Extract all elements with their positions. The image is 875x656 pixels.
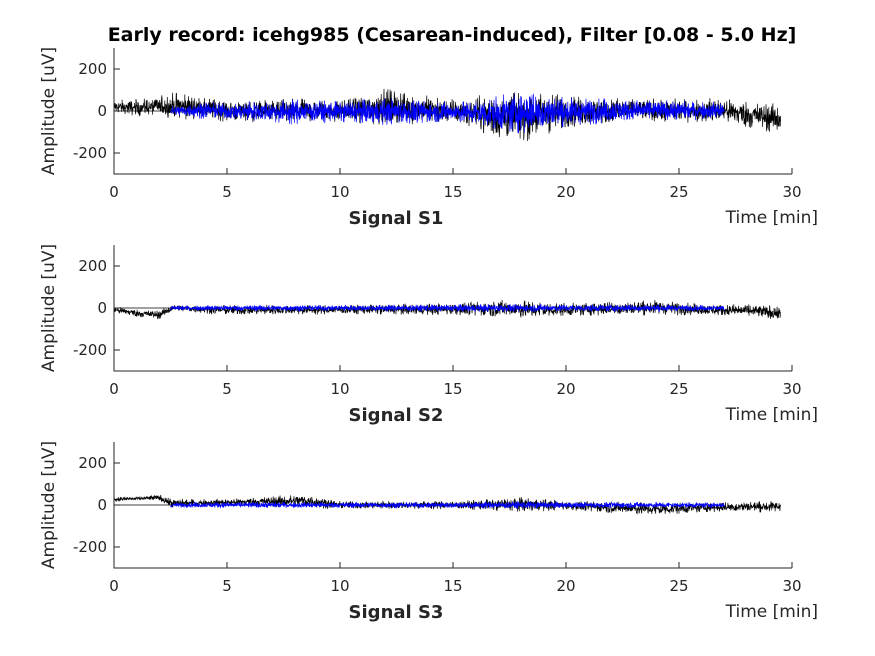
x-tick-label: 5 [222, 577, 232, 595]
chart-title: Early record: icehg985 (Cesarean-induced… [108, 24, 797, 46]
y-tick-label: 200 [78, 454, 107, 472]
series-raw-line [113, 299, 781, 320]
x-tick-label: 25 [669, 183, 688, 201]
x-tick-label: 20 [556, 577, 575, 595]
x-tick-label: 0 [109, 380, 119, 398]
y-tick-label: -200 [73, 341, 107, 359]
y-tick-label: 0 [97, 102, 107, 120]
x-tick-label: 25 [669, 577, 688, 595]
y-tick-label: 200 [78, 257, 107, 275]
x-tick-label: 15 [443, 380, 462, 398]
panel-title: Signal S3 [349, 602, 444, 623]
panel-title: Signal S2 [349, 405, 444, 426]
x-tick-label: 20 [556, 183, 575, 201]
x-tick-label: 5 [222, 183, 232, 201]
y-tick-label: 0 [97, 496, 107, 514]
x-tick-label: 0 [109, 183, 119, 201]
x-tick-label: 5 [222, 380, 232, 398]
x-tick-label: 30 [782, 183, 801, 201]
y-tick-label: -200 [73, 538, 107, 556]
x-axis-label: Time [min] [725, 405, 818, 425]
y-tick-label: -200 [73, 144, 107, 162]
x-tick-label: 20 [556, 380, 575, 398]
series-filtered-line [170, 93, 725, 134]
series-filtered-line [170, 303, 725, 313]
x-tick-label: 10 [330, 183, 349, 201]
panel-3: 0 5 10 15 20 25 30 -200 0 200 Amplitude [uV] Time [… [39, 441, 818, 623]
x-tick-label: 30 [782, 577, 801, 595]
y-axis-label: Amplitude [uV] [39, 244, 59, 372]
x-tick-label: 0 [109, 577, 119, 595]
panel-1: 0 5 10 15 20 25 30 -200 0 200 Amplitude [uV] Time [… [39, 47, 818, 229]
series-filtered-line [170, 501, 725, 510]
x-tick-label: 10 [330, 380, 349, 398]
x-axis-label: Time [min] [725, 602, 818, 622]
y-tick-label: 200 [78, 60, 107, 78]
y-axis-label: Amplitude [uV] [39, 441, 59, 569]
x-tick-label: 10 [330, 577, 349, 595]
x-tick-label: 25 [669, 380, 688, 398]
x-tick-label: 15 [443, 577, 462, 595]
x-tick-label: 15 [443, 183, 462, 201]
y-tick-label: 0 [97, 299, 107, 317]
x-axis-label: Time [min] [725, 208, 818, 228]
panel-2: 0 5 10 15 20 25 30 -200 0 200 Amplitude [uV] Time [… [39, 244, 818, 426]
y-axis-label: Amplitude [uV] [39, 47, 59, 175]
panel-title: Signal S1 [349, 208, 444, 229]
x-tick-label: 30 [782, 380, 801, 398]
series-raw-line [113, 88, 782, 142]
